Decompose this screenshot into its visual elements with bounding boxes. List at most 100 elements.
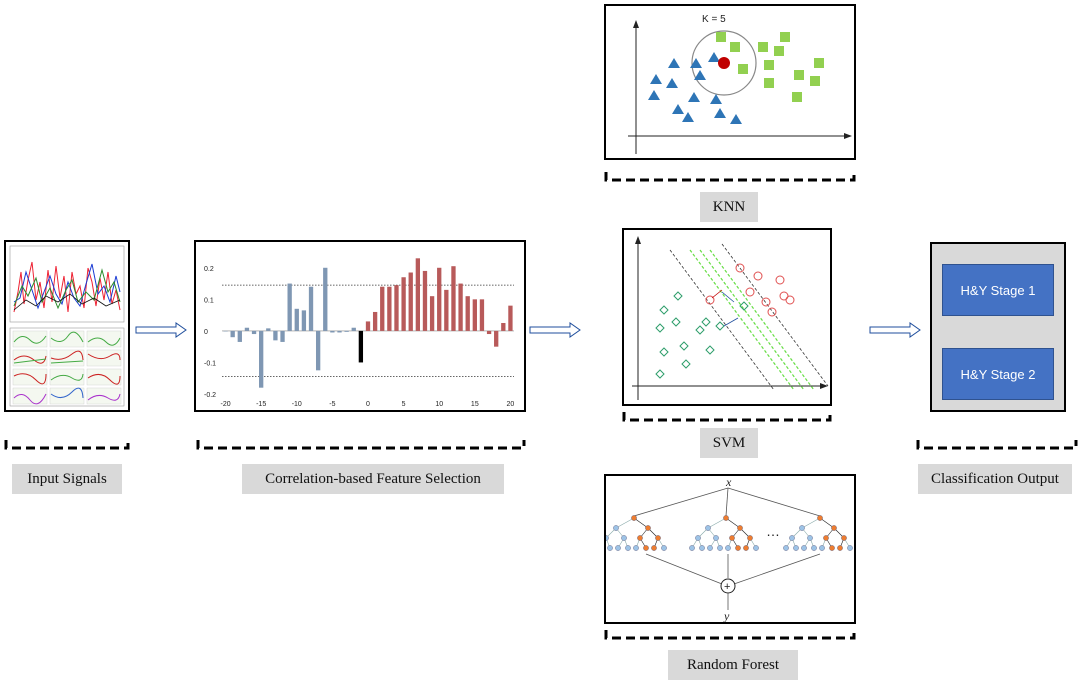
bar: [280, 330, 285, 342]
bar: [323, 267, 328, 331]
tree-node: [729, 535, 735, 541]
y-tick-label: 0.1: [204, 297, 214, 304]
knn-triangles: [648, 52, 742, 124]
tree-node: [713, 535, 719, 541]
tree-node: [807, 535, 813, 541]
bar: [508, 305, 513, 331]
bar: [401, 277, 406, 331]
tree-node: [717, 545, 723, 551]
rf-input-symbol: x: [725, 476, 732, 489]
bar: [266, 328, 271, 331]
tree-node: [615, 545, 621, 551]
tree-node: [645, 525, 651, 531]
bracket-knn: [604, 172, 856, 182]
tree-node: [699, 545, 705, 551]
bar: [380, 286, 385, 331]
bracket-classification-output: [916, 440, 1078, 450]
y-tick-label: 0.2: [204, 266, 214, 273]
bar: [330, 330, 335, 333]
classification-output-panel: H&Y Stage 1 H&Y Stage 2: [930, 242, 1066, 412]
tree-node: [705, 525, 711, 531]
svm-circles: [705, 263, 795, 317]
tree-node: [707, 545, 713, 551]
bar: [494, 330, 499, 347]
random-forest-illustration: x … + y: [606, 476, 853, 622]
bar: [429, 296, 435, 331]
bar: [465, 296, 470, 331]
tree-node: [607, 545, 613, 551]
tree-node: [723, 515, 729, 521]
svm-support-vector-arrow-1: [711, 289, 723, 299]
x-tick-label: 15: [471, 401, 479, 408]
arrow-selection-to-classifiers: [529, 322, 581, 338]
x-tick-label: 20: [507, 401, 515, 408]
tree-node: [643, 545, 649, 551]
y-tick-label: 0: [204, 329, 208, 336]
tree-node: [817, 515, 823, 521]
x-tick-label: -5: [329, 401, 335, 408]
tree-node: [823, 535, 829, 541]
label-feature-selection: Correlation-based Feature Selection: [242, 464, 504, 494]
correlation-bar-chart: 0.2 0.1 0 -0.1 -0.2 -20 -15 -10 -5 0 5 10 15 20: [204, 258, 515, 408]
bar: [437, 267, 442, 331]
tree-node: [651, 545, 657, 551]
svm-panel: [622, 228, 832, 406]
y-tick-label: -0.1: [204, 360, 216, 367]
y-tick-label: -0.2: [204, 392, 216, 399]
x-tick-label: 0: [366, 401, 370, 408]
svm-margin-green-3: [709, 249, 815, 391]
bracket-input-signals: [4, 440, 130, 450]
bar: [394, 285, 399, 331]
arrow-classifiers-to-output: [869, 322, 921, 338]
input-signals-thumbnail: [9, 245, 125, 407]
tree-node: [725, 545, 731, 551]
tree-node: [631, 515, 637, 521]
x-tick-label: -20: [220, 401, 230, 408]
tree-node: [695, 535, 701, 541]
tree-node: [811, 545, 817, 551]
bracket-random-forest: [604, 630, 856, 640]
rf-output-symbol: y: [723, 609, 730, 622]
tree-node: [747, 535, 753, 541]
bar: [273, 330, 278, 341]
bar: [408, 272, 413, 331]
bar: [251, 330, 257, 335]
knn-query-point: [718, 57, 730, 69]
tree-node: [689, 545, 695, 551]
arrow-input-to-selection: [135, 322, 187, 338]
tree-node: [735, 545, 741, 551]
tree-node: [799, 525, 805, 531]
knn-illustration: K = 5: [628, 14, 852, 154]
svm-margin-left: [669, 249, 775, 391]
bracket-feature-selection: [196, 440, 526, 450]
x-tick-label: 5: [402, 401, 406, 408]
svm-diamonds: [655, 291, 749, 379]
bar: [315, 330, 321, 371]
bar: [308, 286, 314, 331]
tree-node: [837, 545, 843, 551]
bar: [479, 299, 485, 331]
rf-ellipsis: …: [766, 523, 780, 539]
bar: [344, 330, 349, 332]
bar: [372, 311, 378, 331]
tree-node: [793, 545, 799, 551]
bar: [422, 270, 428, 331]
tree-node: [847, 545, 853, 551]
tree-node: [655, 535, 661, 541]
output-stage-1: H&Y Stage 1: [942, 264, 1054, 316]
bar: [244, 327, 250, 331]
bar: [287, 283, 292, 331]
bar: [358, 330, 364, 363]
knn-squares: [716, 32, 824, 102]
bar: [451, 266, 456, 331]
tree-node: [753, 545, 759, 551]
svm-margin-green-1: [689, 249, 795, 391]
x-tick-label: -10: [292, 401, 302, 408]
bar: [387, 286, 392, 331]
tree-node: [637, 535, 643, 541]
label-input-signals: Input Signals: [12, 464, 122, 494]
knn-neighborhood-circle: [691, 30, 757, 96]
bar: [294, 308, 299, 331]
